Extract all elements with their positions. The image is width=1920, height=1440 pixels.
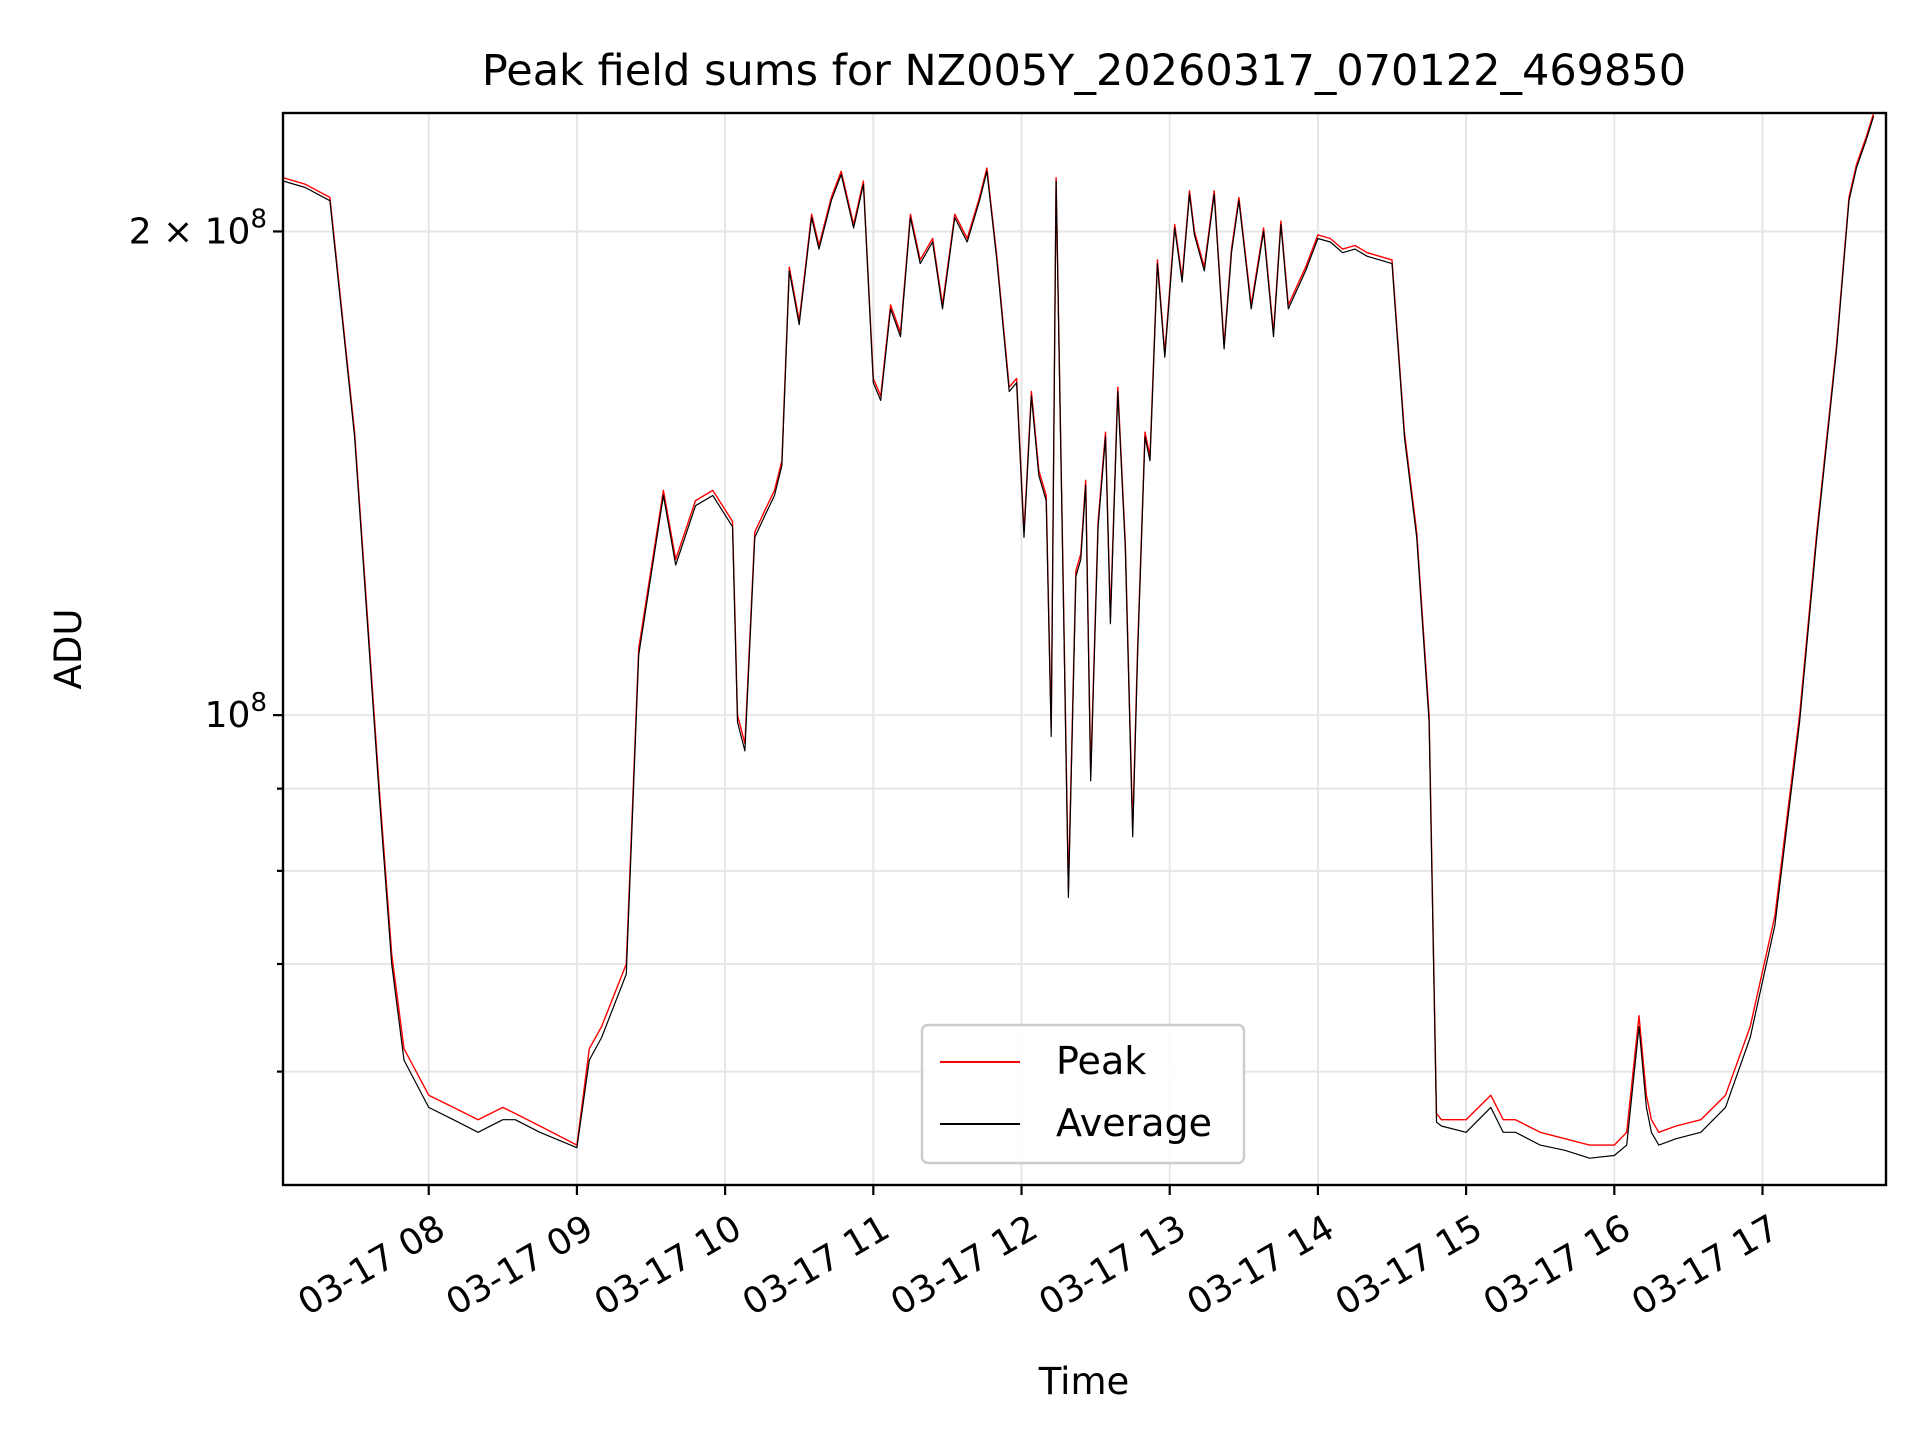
- series-lines: [283, 113, 1875, 1159]
- x-axis-label: Time: [1038, 1360, 1130, 1403]
- y-axis-label: ADU: [47, 609, 90, 690]
- plot-frame: [281, 111, 1888, 1187]
- chart-title: Peak field sums for NZ005Y_20260317_0701…: [482, 46, 1686, 96]
- y-tick-label: 108: [205, 688, 267, 736]
- legend-box: [920, 1023, 1246, 1165]
- legend: Peak Average: [920, 1023, 1246, 1165]
- legend-average-label: Average: [1056, 1101, 1212, 1145]
- legend-peak-label: Peak: [1056, 1039, 1146, 1083]
- y-tick-label: 2 × 108: [129, 204, 267, 252]
- series-line-average: [283, 115, 1875, 1159]
